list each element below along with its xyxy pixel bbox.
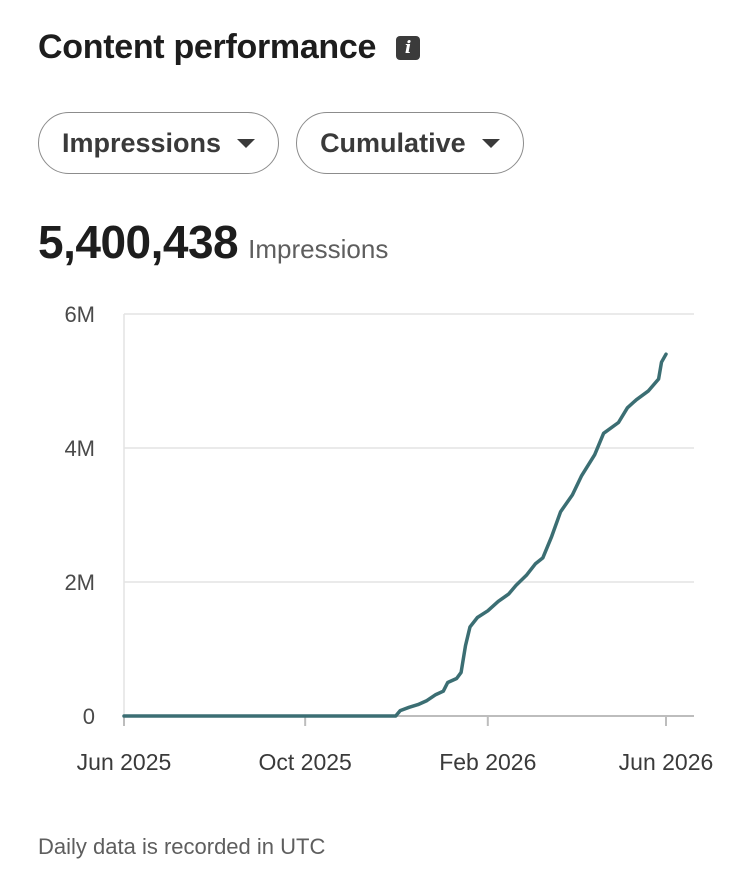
x-tick-label: Jun 2025 [77,749,172,775]
total-impressions-value: 5,400,438 [38,216,239,268]
metric-dropdown-label: Impressions [62,127,222,158]
utc-footnote: Daily data is recorded in UTC [38,834,326,859]
x-tick-label: Jun 2026 [619,749,714,775]
mode-dropdown-label: Cumulative [320,127,466,158]
y-tick-label: 6M [64,302,95,327]
page-title: Content performance [38,28,377,66]
info-icon[interactable]: i [396,35,421,60]
chart-header: Content performance i [38,28,421,67]
chevron-down-icon [481,138,500,148]
impressions-line-chart: 0 2M 4M 6M Jun 2025 Oct 2025 Feb 2026 Jun 2026 [64,302,714,775]
mode-dropdown[interactable]: Cumulative [296,112,524,174]
y-tick-label: 4M [64,436,95,461]
y-tick-label: 0 [83,704,95,729]
chevron-down-icon [237,138,256,148]
metric-dropdown[interactable]: Impressions [38,112,280,174]
filter-bar: Impressions Cumulative [38,112,524,174]
y-tick-label: 2M [64,570,95,595]
series-line-impressions [122,352,668,718]
x-tick-label: Feb 2026 [439,749,536,775]
x-tick-label: Oct 2025 [258,749,351,775]
summary: 5,400,438 Impressions [38,215,388,269]
total-impressions-unit: Impressions [248,234,389,264]
